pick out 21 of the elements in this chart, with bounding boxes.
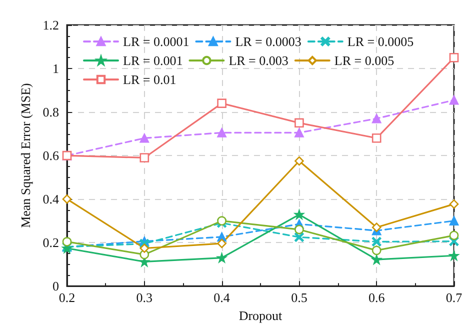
- legend-label: LR = 0.01: [123, 72, 176, 87]
- y-tick-label: 1: [52, 61, 59, 76]
- x-tick-label: 0.7: [446, 290, 463, 306]
- y-axis-title: Mean Squared Error (MSE): [18, 83, 33, 228]
- y-tick-label: 1.2: [42, 18, 59, 32]
- x-tick-label: 0.5: [291, 290, 308, 306]
- y-tick-label: 0.6: [42, 148, 60, 164]
- y-tick-label: 0.2: [42, 235, 59, 250]
- legend-label: LR = 0.005: [334, 53, 394, 68]
- x-tick-label: 0.6: [368, 290, 386, 306]
- legend-label: LR = 0.003: [228, 53, 288, 68]
- legend-label: LR = 0.0003: [235, 34, 302, 49]
- x-tick-label: 0.4: [214, 290, 230, 306]
- legend-label: LR = 0.001: [123, 53, 183, 68]
- y-tick-label: 0: [52, 278, 59, 294]
- legend-label: LR = 0.0001: [123, 34, 190, 49]
- x-axis-title: Dropout: [238, 308, 283, 323]
- x-tick-label: 0.3: [136, 290, 153, 306]
- legend-label: LR = 0.0005: [347, 34, 414, 49]
- y-tick-label: 0.8: [42, 104, 59, 120]
- y-tick-label: 0.4: [42, 192, 60, 207]
